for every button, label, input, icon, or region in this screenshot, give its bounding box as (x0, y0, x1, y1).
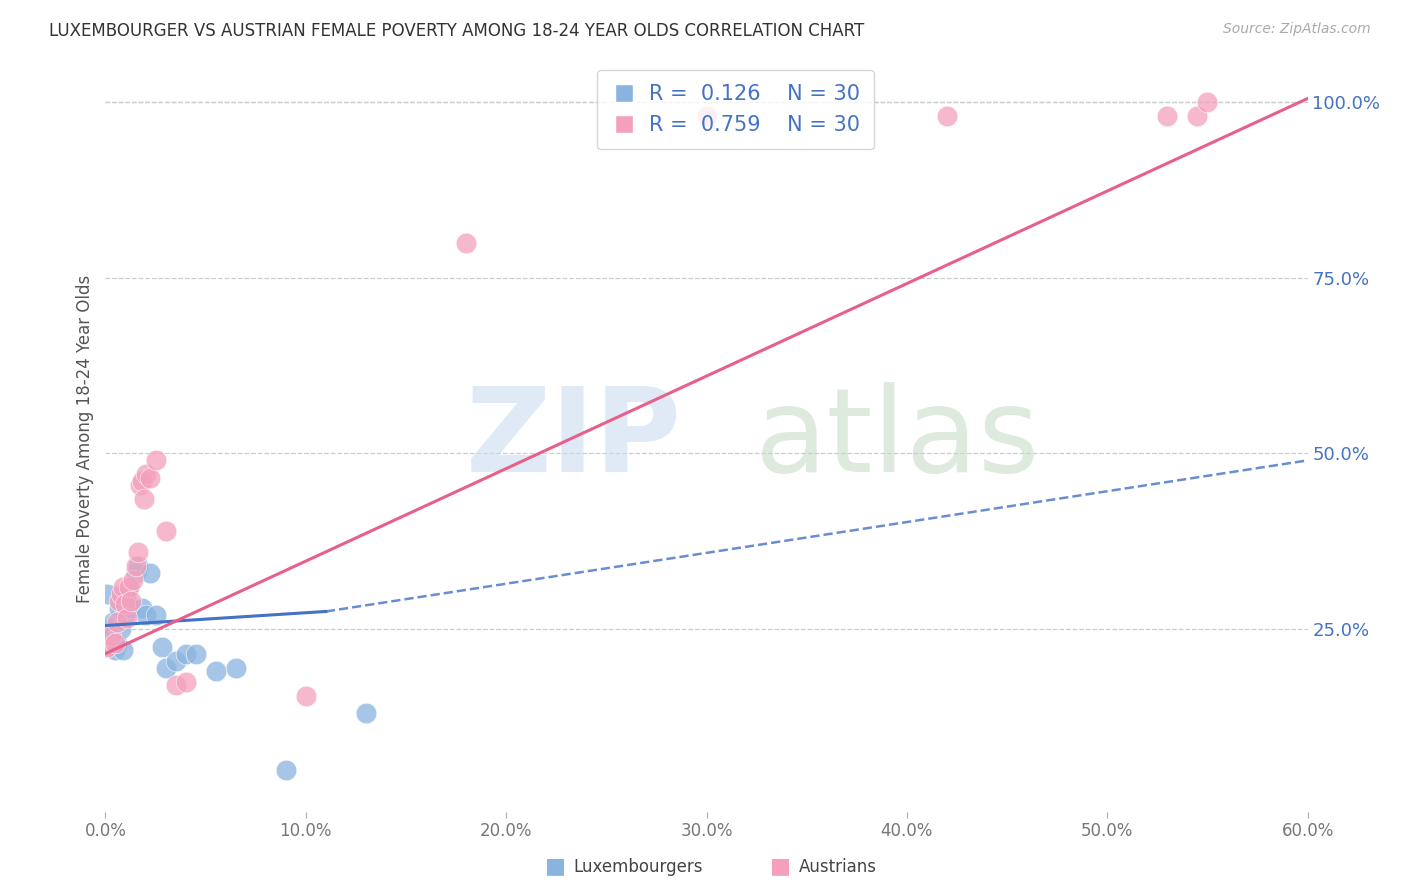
Point (295, 689, 318, 703)
Point (112, 580, 135, 594)
Point (117, 594, 139, 608)
Point (118, 580, 141, 594)
Point (936, 109, 959, 123)
Point (135, 467, 157, 482)
Point (696, 109, 718, 123)
Point (165, 678, 187, 692)
Point (145, 453, 167, 467)
Legend: R =  0.126    N = 30, R =  0.759    N = 30: R = 0.126 N = 30, R = 0.759 N = 30 (596, 70, 875, 150)
Y-axis label: Female Poverty Among 18-24 Year Olds: Female Poverty Among 18-24 Year Olds (76, 276, 94, 603)
Text: atlas: atlas (755, 382, 1040, 497)
Point (96, 587, 118, 601)
Point (104, 636, 127, 650)
Point (110, 587, 132, 601)
Point (1187, 109, 1209, 123)
Point (274, 763, 297, 777)
Point (114, 587, 136, 601)
Point (174, 674, 197, 689)
Point (103, 615, 125, 629)
Point (100, 629, 122, 643)
Text: ■: ■ (546, 856, 565, 876)
Point (98, 625, 121, 640)
Point (1156, 109, 1178, 123)
Point (108, 594, 131, 608)
Point (127, 545, 149, 559)
Point (128, 478, 150, 492)
Point (124, 566, 146, 580)
Point (1197, 95, 1219, 109)
Point (127, 558, 149, 573)
Point (118, 580, 141, 594)
Point (104, 643, 127, 657)
Point (107, 615, 129, 629)
Point (108, 601, 131, 615)
Point (145, 607, 167, 622)
Point (121, 601, 143, 615)
Point (165, 654, 187, 668)
Point (150, 640, 173, 654)
Point (107, 636, 129, 650)
Point (138, 566, 160, 580)
Point (104, 632, 127, 647)
Point (122, 573, 145, 587)
Point (114, 598, 136, 612)
Point (114, 607, 136, 622)
Point (155, 661, 177, 675)
Text: Austrians: Austrians (799, 858, 876, 876)
Point (138, 471, 160, 485)
Point (155, 524, 177, 538)
Point (225, 661, 247, 675)
Point (135, 607, 157, 622)
Text: Source: ZipAtlas.com: Source: ZipAtlas.com (1223, 22, 1371, 37)
Text: LUXEMBOURGER VS AUSTRIAN FEMALE POVERTY AMONG 18-24 YEAR OLDS CORRELATION CHART: LUXEMBOURGER VS AUSTRIAN FEMALE POVERTY … (49, 22, 865, 40)
Point (204, 664, 226, 678)
Point (132, 491, 155, 506)
Point (131, 601, 153, 615)
Point (117, 611, 139, 625)
Point (112, 643, 135, 657)
Point (131, 475, 153, 489)
Point (174, 647, 197, 661)
Point (121, 594, 143, 608)
Point (124, 558, 146, 573)
Point (454, 235, 477, 250)
Point (354, 706, 377, 721)
Text: Luxembourgers: Luxembourgers (574, 858, 703, 876)
Text: ■: ■ (770, 856, 790, 876)
Point (96, 640, 118, 654)
Point (184, 647, 207, 661)
Text: ZIP: ZIP (465, 382, 682, 497)
Point (100, 622, 122, 636)
Point (110, 622, 132, 636)
